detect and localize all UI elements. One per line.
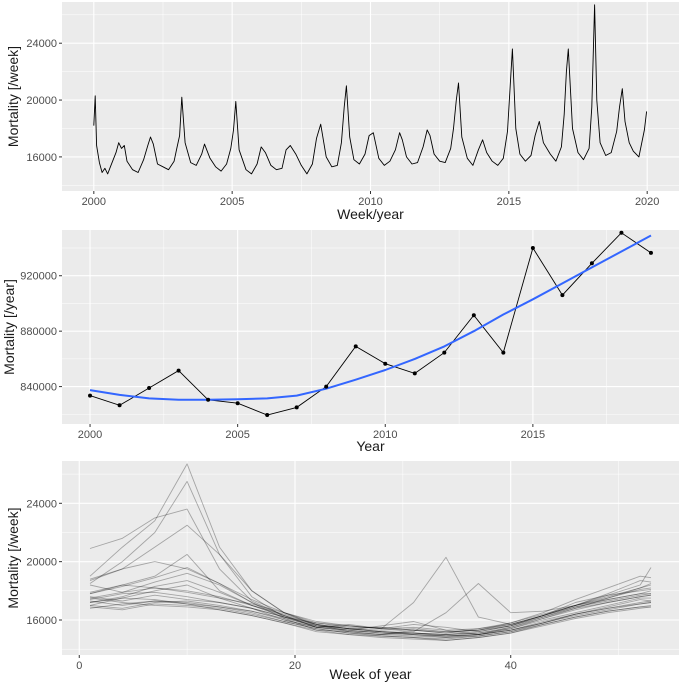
series-line-year-5 bbox=[89, 553, 652, 630]
data-point bbox=[501, 350, 506, 355]
data-point bbox=[353, 344, 358, 349]
series-line-year-9 bbox=[89, 580, 651, 636]
series-group bbox=[89, 463, 652, 641]
series-group bbox=[88, 230, 653, 417]
data-point bbox=[442, 350, 447, 355]
data-point bbox=[619, 230, 624, 235]
x-tick-label: 2010 bbox=[358, 196, 382, 208]
series-group bbox=[93, 4, 648, 175]
data-point bbox=[176, 368, 181, 373]
series-line-year-7 bbox=[89, 572, 651, 637]
panel-yearly-mortality: 2000 2005 2010 2015 840000 880000 920000 Year Mo… bbox=[1, 230, 679, 454]
y-tick-label: 880000 bbox=[20, 326, 57, 338]
trend-line bbox=[89, 234, 652, 401]
y-tick-label: 920000 bbox=[20, 271, 57, 283]
y-tick-label: 16000 bbox=[26, 152, 57, 164]
series-line-weekly bbox=[93, 4, 648, 175]
panel-week-of-year: 0 20 40 16000 20000 24000 Week of year Mortalit… bbox=[5, 461, 679, 682]
x-tick-label: 2000 bbox=[82, 196, 106, 208]
y-tick-label: 24000 bbox=[26, 498, 57, 510]
data-point bbox=[206, 397, 211, 402]
data-point bbox=[117, 403, 122, 408]
data-point bbox=[560, 293, 565, 298]
series-line-year-10 bbox=[89, 584, 652, 638]
data-point bbox=[412, 371, 417, 376]
x-tick-label: 40 bbox=[505, 660, 517, 672]
y-tick-label: 20000 bbox=[26, 95, 57, 107]
y-tick-label: 24000 bbox=[26, 38, 57, 50]
y-tick-label: 840000 bbox=[20, 382, 57, 394]
x-axis-title: Year bbox=[356, 438, 385, 454]
series-line-year-6 bbox=[89, 561, 652, 633]
series-line-year-12 bbox=[89, 594, 652, 633]
data-point bbox=[648, 250, 653, 255]
x-tick-label: 2020 bbox=[635, 196, 659, 208]
series-line-year-4 bbox=[89, 480, 652, 636]
y-tick-label: 16000 bbox=[26, 615, 57, 627]
series-line-year-18 bbox=[89, 597, 652, 641]
x-tick-label: 2015 bbox=[497, 196, 521, 208]
data-point bbox=[294, 405, 299, 410]
data-point bbox=[88, 393, 93, 398]
x-tick-label: 2005 bbox=[220, 196, 244, 208]
series-line-year-11 bbox=[89, 584, 652, 631]
data-point bbox=[530, 246, 535, 251]
series-line-year-1 bbox=[89, 524, 652, 633]
plot-background bbox=[62, 461, 679, 655]
series-line-year-14 bbox=[89, 603, 651, 638]
data-point bbox=[147, 385, 152, 390]
series-line-year-19 bbox=[89, 584, 652, 636]
x-tick-label: 2000 bbox=[78, 429, 102, 441]
series-line-year-20 bbox=[89, 567, 652, 636]
data-point bbox=[324, 384, 329, 389]
data-point bbox=[471, 313, 476, 318]
series-line-year-13 bbox=[89, 600, 652, 637]
x-tick-label: 2010 bbox=[373, 429, 397, 441]
series-line-yearly bbox=[89, 232, 652, 416]
x-axis-title: Week of year bbox=[329, 666, 412, 682]
plot-background bbox=[62, 230, 679, 424]
data-point bbox=[265, 412, 270, 417]
series-line-year-3 bbox=[89, 463, 652, 633]
y-axis-title: Mortality [/week] bbox=[5, 46, 21, 147]
data-point bbox=[383, 361, 388, 366]
data-point bbox=[589, 261, 594, 266]
panel-weekly-mortality: 2000 2005 2010 2015 2020 16000 20000 24000 Week/… bbox=[5, 2, 679, 222]
data-point bbox=[235, 401, 240, 406]
y-tick-label: 20000 bbox=[26, 557, 57, 569]
x-axis-title: Week/year bbox=[337, 206, 404, 222]
x-tick-label: 0 bbox=[76, 660, 82, 672]
series-line-year-16 bbox=[89, 597, 652, 640]
x-tick-label: 2015 bbox=[521, 429, 545, 441]
series-line-year-8 bbox=[89, 567, 652, 634]
series-line-year-2 bbox=[89, 508, 652, 636]
series-line-year-15 bbox=[89, 600, 652, 637]
y-axis-title: Mortality [/year] bbox=[1, 279, 17, 375]
y-axis-title: Mortality [/week] bbox=[5, 507, 21, 608]
x-tick-label: 20 bbox=[289, 660, 301, 672]
series-line-year-17 bbox=[89, 600, 652, 641]
x-tick-label: 2005 bbox=[225, 429, 249, 441]
